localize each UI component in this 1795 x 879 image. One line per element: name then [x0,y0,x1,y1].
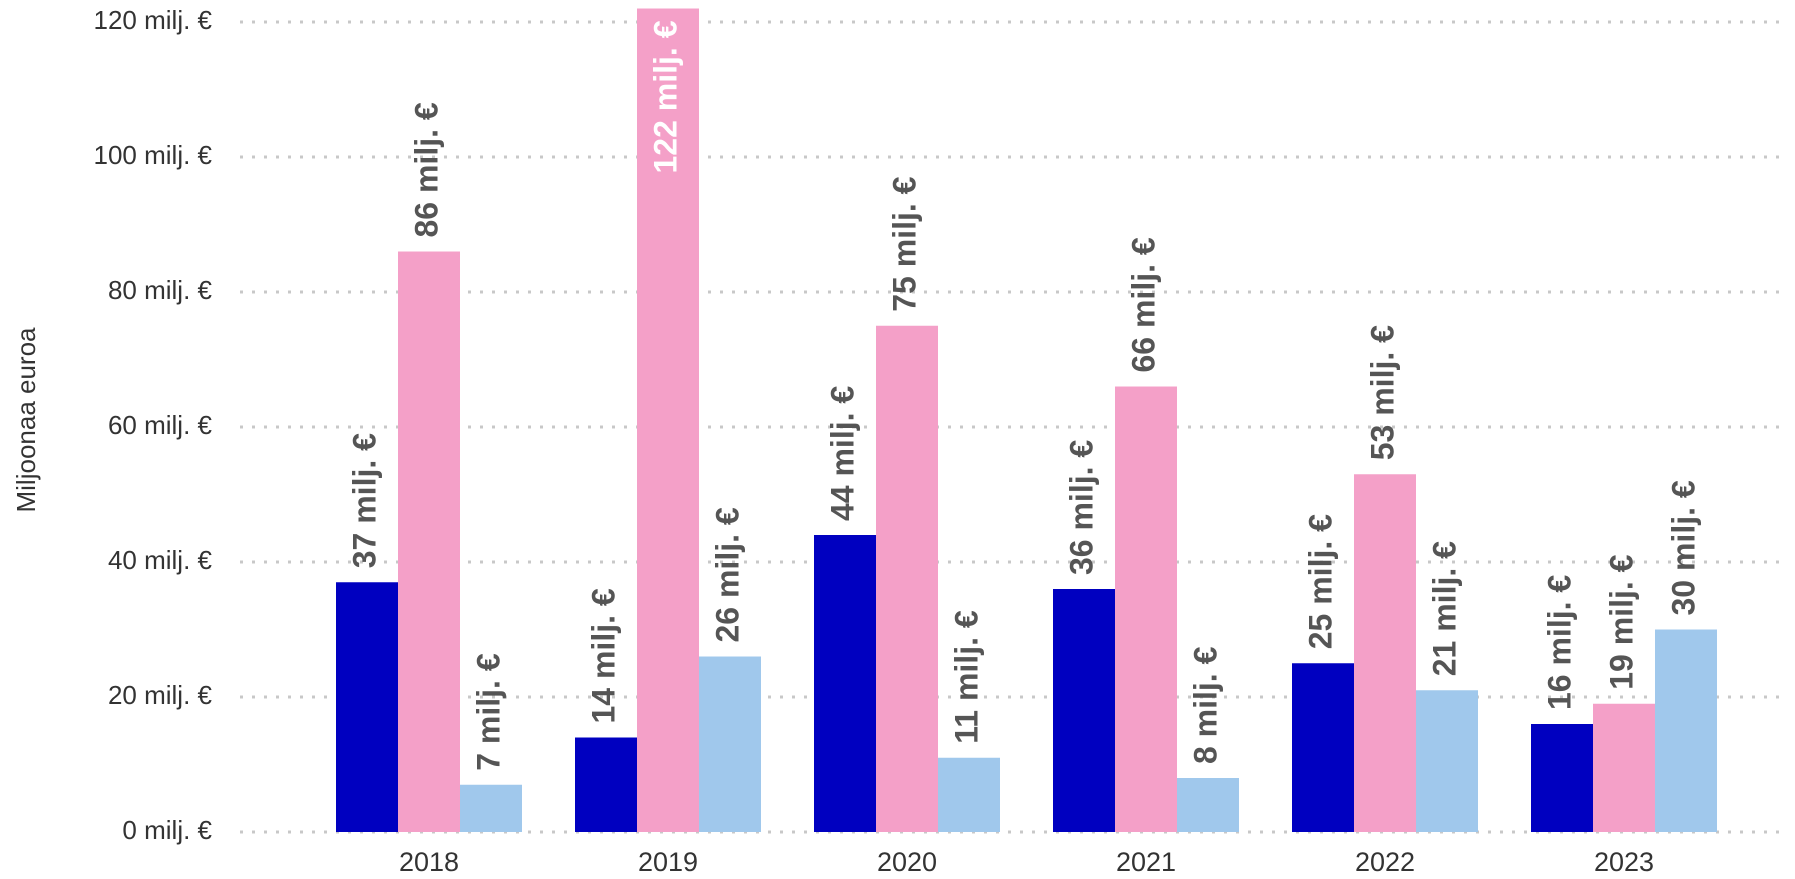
y-tick-label: 20 milj. € [108,680,213,710]
bar [575,737,637,832]
value-label: 86 milj. € [408,102,444,237]
bar [814,535,876,832]
value-label: 25 milj. € [1302,514,1338,649]
value-label: 53 milj. € [1364,325,1400,460]
x-tick-label: 2019 [638,847,698,877]
value-label: 21 milj. € [1426,541,1462,676]
bar [1531,724,1593,832]
bar [1416,690,1478,832]
value-label: 8 milj. € [1187,646,1223,764]
bar [1177,778,1239,832]
bar [398,251,460,832]
y-tick-label: 120 milj. € [94,5,213,35]
bar [876,325,938,832]
value-label: 11 milj. € [948,610,984,744]
value-label: 19 milj. € [1603,554,1639,689]
bar [1354,474,1416,832]
x-tick-label: 2018 [399,847,459,877]
value-label: 37 milj. € [346,433,382,568]
y-tick-label: 80 milj. € [108,275,213,305]
x-tick-label: 2020 [877,847,937,877]
y-tick-label: 100 milj. € [94,140,213,170]
value-label: 14 milj. € [585,588,621,723]
x-tick-label: 2021 [1116,847,1176,877]
value-label: 66 milj. € [1125,237,1161,372]
bar [1655,629,1717,832]
bar [637,8,699,832]
bar [1292,663,1354,832]
y-tick-label: 40 milj. € [108,545,213,575]
bar [1053,589,1115,832]
value-label: 26 milj. € [709,507,745,642]
y-tick-label: 0 milj. € [122,815,212,845]
bar [1115,386,1177,832]
y-axis-label: Miljoonaa euroa [11,327,41,513]
x-tick-label: 2022 [1355,847,1415,877]
value-label: 122 milj. € [647,20,683,173]
bar [938,757,1000,832]
value-label: 75 milj. € [886,176,922,311]
x-tick-label: 2023 [1594,847,1654,877]
value-label: 7 milj. € [470,653,506,771]
value-label: 44 milj. € [824,386,860,521]
value-label: 30 milj. € [1665,480,1701,615]
bar [336,582,398,832]
bar [460,784,522,832]
value-label: 16 milj. € [1541,575,1577,710]
value-label: 36 milj. € [1063,440,1099,575]
bar [1593,703,1655,832]
y-tick-label: 60 milj. € [108,410,213,440]
bar [699,656,761,832]
